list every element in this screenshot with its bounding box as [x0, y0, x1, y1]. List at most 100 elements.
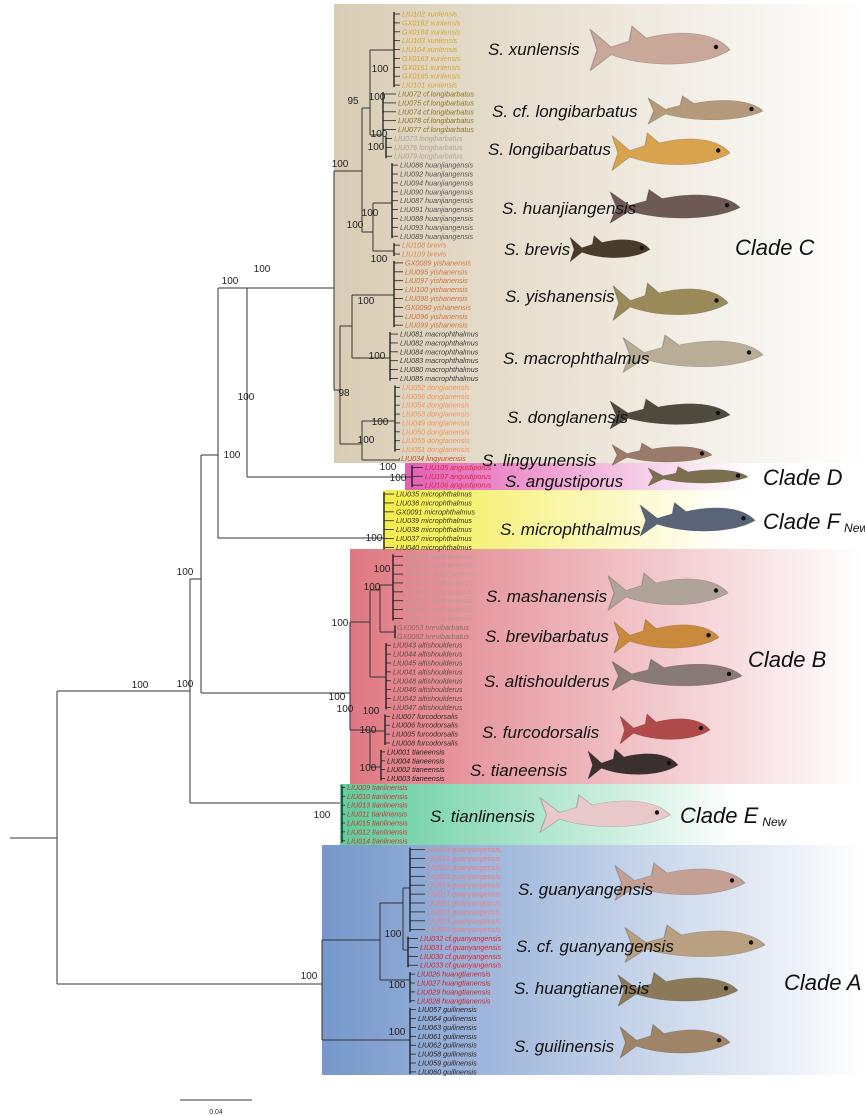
tip-label: GX0053 brevibarbatus — [397, 623, 469, 632]
bootstrap-support: 100 — [371, 129, 388, 140]
tip-label: LIU063 guilinensis — [418, 1023, 477, 1032]
tip-label: LIU105 angustiporus — [425, 463, 492, 472]
tip-label: LIU036 microphthalmus — [396, 498, 472, 507]
tip-label: LIU053 donglanensis — [402, 410, 470, 419]
tip-label: LIU018 guanyangensis — [427, 907, 501, 916]
tip-label: LIU102 xunlensis — [402, 10, 458, 19]
fish-photo — [614, 862, 746, 901]
bootstrap-support: 100 — [364, 582, 381, 593]
clade-f-label: Clade FNew — [763, 509, 865, 535]
tip-label: LIU103 xunlensis — [402, 36, 458, 45]
tip-label: LIU109 brevis — [402, 250, 447, 259]
tip-label: LIU045 altishoulderus — [393, 658, 463, 667]
tip-label: LIU065 mashanensis — [405, 587, 473, 596]
species-name: S. lingyunensis — [482, 451, 597, 470]
bootstrap-support: 100 — [372, 417, 389, 428]
fish-photo — [609, 398, 731, 430]
bootstrap-support: 100 — [374, 564, 391, 575]
fish-photo — [622, 334, 764, 373]
tip-label: LIU047 altishoulderus — [393, 703, 463, 712]
tip-label: LIU096 yishanensis — [405, 312, 468, 321]
clade-a-label: Clade A — [784, 970, 861, 995]
tip-label: GX0163 xunlensis — [402, 54, 461, 63]
bootstrap-support: 98 — [338, 388, 350, 399]
tip-label: LIU021 guanyangensis — [427, 899, 501, 908]
fish-eye — [729, 878, 735, 883]
tip-label: LIU093 huanjiangensis — [400, 223, 474, 232]
bootstrap-support: 100 — [329, 692, 346, 703]
bootstrap-support: 100 — [222, 276, 239, 287]
clade-c-background — [334, 4, 865, 463]
bootstrap-support: 100 — [372, 64, 389, 75]
fish-photo — [647, 466, 749, 487]
tip-label: LIU075 cf.longibarbatus — [398, 98, 474, 107]
species-name: S. cf. guanyangensis — [516, 937, 674, 956]
tip-label: LIU048 altishoulderus — [393, 676, 463, 685]
species-name: S. guanyangensis — [518, 880, 654, 899]
tip-label: LIU039 microphthalmus — [396, 516, 472, 525]
fish-photo — [611, 442, 713, 466]
bootstrap-support: 100 — [380, 462, 397, 473]
tip-label: LIU055 donglanensis — [402, 436, 470, 445]
tip-label: GX0025 mashanensis — [405, 570, 476, 579]
tip-label: LIU081 macrophthalmus — [400, 330, 479, 339]
fish-eye — [706, 633, 711, 638]
tip-label: LIU068 mashanensis — [405, 552, 473, 561]
tip-label: LIU061 guilinensis — [418, 1032, 477, 1041]
fish-eye — [741, 516, 746, 521]
species-name: S. tianlinensis — [430, 807, 535, 826]
tip-label: LIU080 macrophthalmus — [400, 365, 479, 374]
tip-label: LIU009 tianlinensis — [347, 783, 408, 792]
tip-label: LIU108 brevis — [402, 241, 447, 250]
tip-label: LIU078 cf.longibarbatus — [398, 116, 474, 125]
tip-label: LIU064 guilinensis — [418, 1014, 477, 1023]
fish-photo — [587, 748, 679, 780]
tip-label: LIU097 yishanensis — [405, 276, 468, 285]
tip-label: LIU070 mashanensis — [405, 614, 473, 623]
fish-eye — [714, 298, 719, 303]
fish-photo — [589, 24, 731, 72]
tip-label: LIU034 lingyunensis — [401, 454, 466, 463]
fish-photo — [609, 188, 741, 224]
fish-eye — [699, 451, 705, 456]
clade-e-background — [340, 784, 740, 845]
tip-label: LIU088 huanjiangensis — [400, 214, 474, 223]
tip-label: LIU086 huanjiangensis — [400, 161, 474, 170]
tip-label: LIU041 altishoulderus — [393, 667, 463, 676]
bootstrap-support: 100 — [358, 296, 375, 307]
species-name: S. donglanensis — [507, 408, 628, 427]
tip-label: LIU032 cf.guanyangensis — [420, 934, 502, 943]
bootstrap-support: 100 — [360, 725, 377, 736]
tip-label: LIU003 tianeensis — [387, 774, 445, 783]
bootstrap-support: 100 — [360, 763, 377, 774]
species-name: S. furcodorsalis — [482, 723, 600, 742]
tip-label: GX0161 xunlensis — [402, 63, 461, 72]
tip-label: GX0164 xunlensis — [402, 27, 461, 36]
bootstrap-support: 100 — [389, 980, 406, 991]
tip-label: LIU049 donglanensis — [402, 418, 470, 427]
fish-photo — [617, 971, 739, 1007]
tip-label: LIU104 xunlensis — [402, 45, 458, 54]
tip-label: LIU042 altishoulderus — [393, 694, 463, 703]
species-name: S. brevibarbatus — [485, 627, 609, 646]
tip-label: LIU027 huangtianensis — [417, 979, 491, 988]
bootstrap-support: 100 — [385, 929, 402, 940]
bootstrap-support: 100 — [390, 473, 407, 484]
tip-label: LIU067 mashanensis — [405, 596, 473, 605]
tip-label: LIU014 tianlinensis — [347, 836, 408, 845]
species-name: S. tianeensis — [470, 761, 568, 780]
bootstrap-support: 100 — [362, 208, 379, 219]
tip-label: LIU062 guilinensis — [418, 1041, 477, 1050]
bootstrap-support: 100 — [369, 351, 386, 362]
fish-eye — [749, 106, 754, 112]
tip-label: LIU059 guilinensis — [418, 1059, 477, 1068]
tip-label: LIU012 tianlinensis — [347, 827, 408, 836]
tip-label: LIU013 tianlinensis — [347, 801, 408, 810]
bootstrap-support: 100 — [347, 220, 364, 231]
fish-photo — [611, 658, 743, 691]
fish-photo — [611, 132, 731, 171]
tip-label: LIU022 guanyangensis — [427, 863, 501, 872]
tip-label: LIU107 angustiporus — [425, 472, 492, 481]
fish-photo — [607, 572, 729, 611]
species-name: S. cf. longibarbatus — [492, 102, 638, 121]
